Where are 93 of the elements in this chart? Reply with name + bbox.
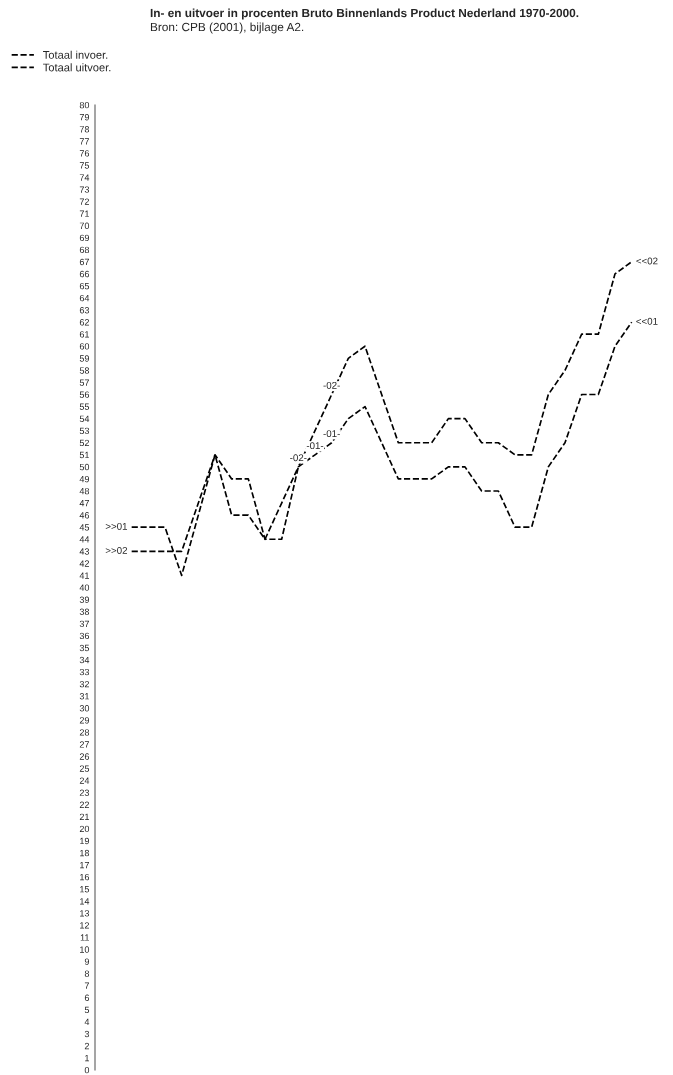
y-tick-label: 16 [80, 873, 90, 881]
y-tick-label: 73 [79, 186, 90, 193]
y-tick-label: 65 [79, 282, 90, 290]
annotation: -02- [290, 454, 307, 462]
y-tick-label: 69 [79, 234, 90, 242]
y-tick-label: 71 [79, 210, 89, 217]
y-tick-label: 79 [79, 114, 90, 121]
y-tick-label: 59 [79, 355, 90, 362]
y-tick-label: 35 [79, 644, 90, 652]
y-tick-label: 76 [79, 150, 90, 157]
y-tick-label: 75 [79, 162, 90, 169]
y-tick-label: 51 [79, 451, 89, 459]
y-tick-label: 67 [79, 258, 89, 266]
y-tick-label: 37 [79, 620, 89, 628]
y-tick-label: 53 [79, 427, 90, 435]
y-tick-label: 74 [79, 174, 90, 181]
y-tick-label: 45 [79, 524, 90, 531]
annotation: <<02 [636, 257, 658, 265]
annotation: -01- [323, 430, 340, 438]
y-tick-label: 49 [79, 475, 90, 483]
y-tick-label: 28 [79, 729, 90, 736]
y-tick-label: 80 [79, 101, 90, 109]
annotation: >>02 [105, 547, 128, 554]
y-tick-label: 31 [79, 693, 89, 700]
y-tick-label: 15 [80, 886, 90, 893]
y-tick-label: 40 [79, 584, 90, 591]
annotation: >>01 [105, 522, 128, 530]
y-tick-label: 56 [79, 391, 90, 398]
y-tick-label: 52 [79, 439, 89, 447]
y-tick-label: 0 [84, 1066, 90, 1074]
y-tick-label: 19 [80, 837, 90, 845]
y-tick-label: 2 [84, 1042, 89, 1050]
y-tick-label: 48 [79, 487, 90, 495]
y-tick-label: 20 [79, 825, 90, 833]
annotation: -02- [323, 381, 340, 389]
legend-label: Totaal uitvoer. [43, 63, 111, 72]
chart-subtitle: Bron: CPB (2001), bijlage A2. [150, 22, 304, 34]
y-tick-label: 23 [79, 789, 90, 796]
y-tick-label: 42 [79, 560, 89, 567]
y-tick-label: 29 [79, 717, 90, 724]
y-tick-label: 11 [80, 934, 89, 941]
y-tick-label: 21 [79, 813, 89, 820]
annotation: <<01 [636, 317, 658, 325]
legend-label: Totaal invoer. [43, 50, 108, 59]
y-tick-label: 34 [79, 656, 90, 664]
y-tick-label: 14 [80, 898, 90, 905]
y-tick-label: 38 [79, 608, 90, 615]
y-tick-label: 22 [79, 801, 89, 808]
y-tick-label: 10 [80, 946, 90, 953]
y-tick-label: 62 [79, 319, 89, 326]
y-tick-label: 70 [79, 222, 90, 229]
y-tick-label: 7 [84, 982, 89, 989]
y-tick-label: 44 [79, 536, 90, 543]
y-tick-label: 39 [79, 596, 90, 603]
y-tick-label: 27 [79, 741, 89, 748]
y-tick-label: 6 [84, 994, 90, 1001]
y-tick-label: 50 [79, 463, 90, 471]
y-tick-label: 57 [79, 379, 89, 386]
y-tick-label: 32 [79, 680, 89, 688]
y-tick-label: 46 [79, 512, 90, 519]
y-tick-label: 43 [79, 548, 90, 555]
y-tick-label: 5 [84, 1006, 90, 1014]
y-tick-label: 33 [79, 668, 90, 676]
y-tick-label: 8 [84, 970, 90, 977]
y-tick-label: 47 [79, 500, 89, 507]
y-tick-label: 13 [80, 910, 90, 917]
y-tick-label: 4 [84, 1018, 90, 1026]
y-tick-label: 12 [80, 922, 89, 929]
y-tick-label: 17 [80, 862, 89, 869]
y-tick-label: 41 [79, 572, 89, 579]
y-tick-label: 18 [80, 849, 90, 857]
y-tick-label: 61 [79, 331, 89, 338]
annotation: -01- [306, 442, 324, 450]
y-tick-label: 24 [79, 777, 90, 784]
y-tick-label: 36 [79, 632, 90, 640]
y-tick-label: 63 [79, 307, 90, 314]
y-tick-label: 66 [79, 270, 90, 278]
y-tick-label: 25 [79, 765, 90, 772]
y-tick-label: 58 [79, 367, 90, 374]
y-tick-label: 9 [84, 958, 90, 965]
y-tick-label: 72 [79, 198, 89, 205]
y-tick-label: 64 [79, 294, 90, 302]
y-tick-label: 78 [79, 126, 90, 133]
y-tick-label: 54 [79, 415, 90, 422]
y-tick-label: 68 [79, 246, 90, 254]
y-tick-label: 60 [79, 343, 90, 350]
y-tick-label: 77 [79, 138, 89, 145]
chart-title: In- en uitvoer in procenten Bruto Binnenlands Product Nederland 1970-2000. [150, 8, 579, 20]
y-tick-label: 1 [85, 1055, 89, 1062]
y-tick-label: 3 [84, 1030, 90, 1038]
y-tick-label: 55 [79, 403, 90, 410]
y-tick-label: 30 [79, 705, 90, 712]
y-tick-label: 26 [79, 753, 90, 760]
